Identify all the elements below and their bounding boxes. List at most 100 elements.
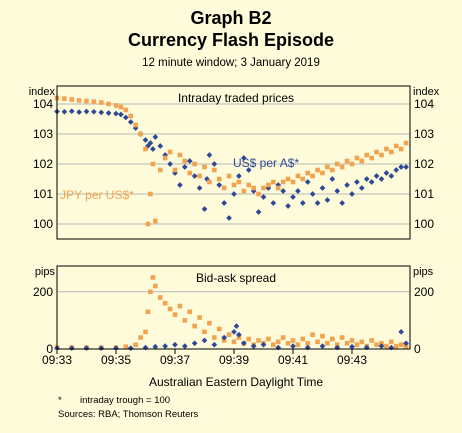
spread-jpy-point [398,342,404,348]
prices-ytick-right: 102 [414,157,434,171]
spread-usd-point [388,344,395,351]
prices-jpy-point [349,161,355,167]
prices-usd-point [295,188,301,194]
prices-jpy-point [62,96,67,101]
top-right-unit-label: index [413,86,440,98]
spread-jpy-point [359,339,365,345]
spread-jpy-point [266,336,271,342]
prices-usd-point [191,173,198,179]
spread-jpy-point [271,342,276,348]
spread-jpy-point [202,329,207,335]
prices-jpy-point [266,182,271,188]
prices-usd-point [334,188,341,194]
prices-usd-point [91,108,97,115]
prices-usd-point [150,146,156,152]
prices-usd-point [105,110,112,116]
spread-usd-point [275,344,282,351]
spread-usd-point [113,345,119,351]
prices-usd-point [255,209,262,215]
prices-jpy-point [261,185,266,191]
prices-jpy-point [212,167,217,173]
spread-jpy-point [374,342,379,348]
spread-usd-point [304,344,311,351]
spread-jpy-point [384,343,389,349]
spread-jpy-point [172,312,178,317]
prices-jpy-point [295,173,301,179]
prices-jpy-point [384,146,389,152]
prices-jpy-point [182,158,188,164]
prices-usd-point [118,111,124,118]
prices-jpy-point [374,149,379,155]
prices-usd-point [324,197,331,203]
spread-usd-point [98,345,105,351]
prices-usd-point [314,200,321,206]
prices-ytick-left: 101 [33,187,53,201]
legend-usd-label: US$ per A$* [233,156,299,170]
prices-usd-point [388,173,395,179]
prices-jpy-point [138,131,143,137]
spread-usd-point [127,345,134,351]
spread-jpy-point [150,275,156,280]
prices-usd-point [329,176,336,182]
prices-jpy-point [150,161,156,167]
prices-usd-point [236,173,242,179]
spread-jpy-point [403,343,409,349]
spread-jpy-point [192,323,197,329]
prices-jpy-point [145,221,151,227]
spread-usd-point [83,345,90,351]
spread-jpy-point [285,340,291,346]
spread-usd-point [378,343,385,349]
spread-jpy-point [143,329,148,335]
label-layer: Intraday traded prices Bid-ask spread in… [29,86,440,389]
prices-jpy-point [91,99,97,104]
spread-jpy-point [162,300,168,306]
prices-jpy-point [325,164,330,170]
spread-jpy-point [177,303,183,309]
prices-usd-point [127,119,134,125]
legend-jpy-label: JPY per US$* [60,188,134,202]
spread-jpy-point [216,326,222,332]
prices-ytick-left: 102 [33,157,53,171]
bottom-panel-frame [56,265,411,350]
spread-jpy-point [157,295,163,300]
prices-usd-point [68,108,75,115]
spread-jpy-point [325,340,330,346]
bottom-panel-title: Bid-ask spread [196,271,276,285]
prices-usd-point [304,179,311,185]
prices-jpy-point [236,179,242,185]
prices-jpy-point [177,152,183,158]
spread-usd-point [260,341,267,348]
spread-ytick-left: 0 [46,342,53,356]
x-tick-label: 09:33 [42,353,72,367]
x-tick-label: 09:41 [278,353,308,367]
prices-jpy-point [143,146,148,152]
prices-ytick-left: 103 [33,127,53,141]
prices-jpy-point [393,143,399,149]
prices-jpy-point [379,152,384,158]
spread-jpy-point [393,343,399,349]
spread-usd-point [398,328,404,335]
prices-jpy-point [113,103,119,108]
prices-usd-point [240,155,247,161]
prices-usd-point [349,191,355,197]
prices-usd-point [123,114,129,121]
chart-caption: 12 minute window; 3 January 2019 [142,57,320,69]
prices-usd-point [196,185,203,191]
grid-layer [56,103,410,354]
spread-jpy-point [305,340,311,346]
prices-jpy-point [231,182,237,188]
spread-jpy-point [310,332,315,337]
spread-usd-point [403,340,409,347]
spread-ytick-right: 200 [414,285,434,299]
prices-usd-point [211,161,218,167]
spread-jpy-point [226,332,232,337]
x-tick-label: 09:43 [337,353,367,367]
prices-ytick-right: 103 [414,127,434,141]
spread-usd-point [240,340,247,347]
spread-usd-point [201,337,208,344]
spread-jpy-point [207,320,212,326]
spread-usd-point [142,344,149,351]
prices-jpy-point [344,158,350,164]
spread-jpy-point [354,342,360,348]
